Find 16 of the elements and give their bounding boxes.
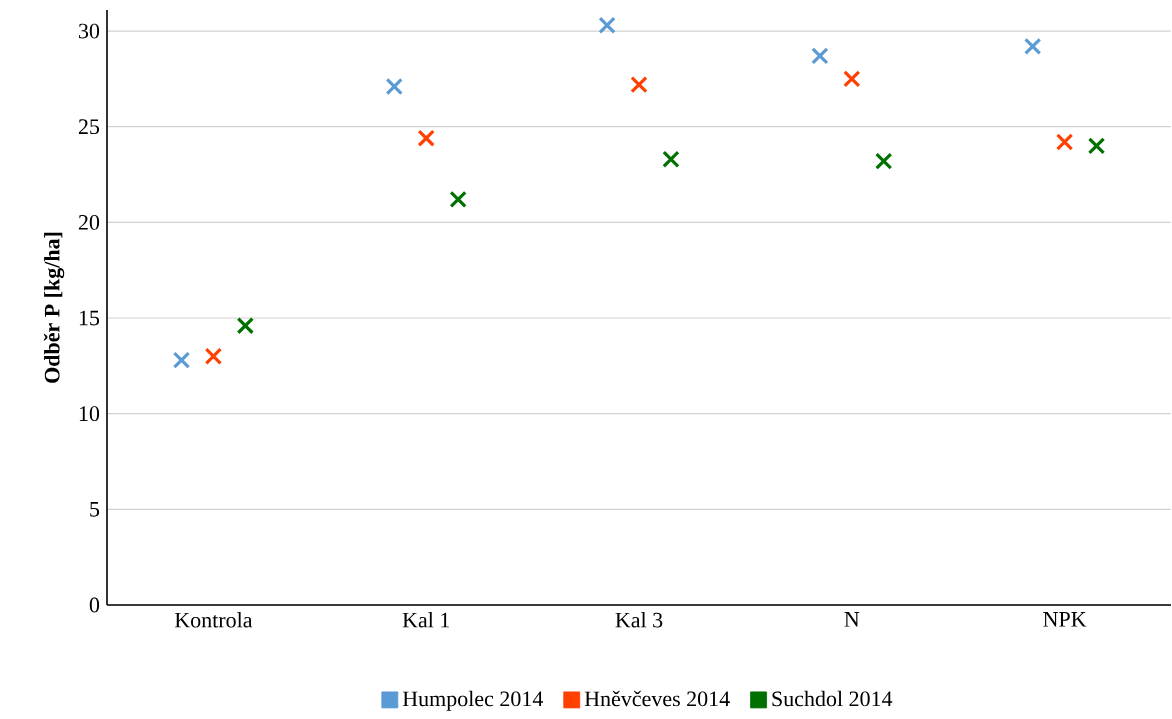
x-tick-label: Kontrola bbox=[174, 612, 253, 628]
legend-label: Hněvčeves 2014 bbox=[584, 690, 730, 707]
legend-label: Humpolec 2014 bbox=[402, 690, 544, 711]
x-tick-label: NPK bbox=[1043, 612, 1087, 627]
y-axis-title: Odběr P [kg/ha] bbox=[43, 232, 65, 383]
x-tick-label: Kal 1 bbox=[402, 612, 449, 628]
y-tick-label: 30 bbox=[79, 23, 100, 39]
legend-label: Suchdol 2014 bbox=[772, 690, 893, 707]
x-tick-label: N bbox=[844, 612, 860, 627]
y-tick-label: 15 bbox=[79, 310, 100, 326]
y-tick-label: 5 bbox=[90, 502, 100, 517]
y-tick-label: 10 bbox=[79, 406, 100, 422]
x-tick-label: Kal 3 bbox=[615, 612, 663, 628]
y-tick-label: 20 bbox=[78, 214, 100, 230]
y-tick-label: 25 bbox=[78, 119, 100, 135]
y-tick-label: 0 bbox=[89, 597, 100, 613]
